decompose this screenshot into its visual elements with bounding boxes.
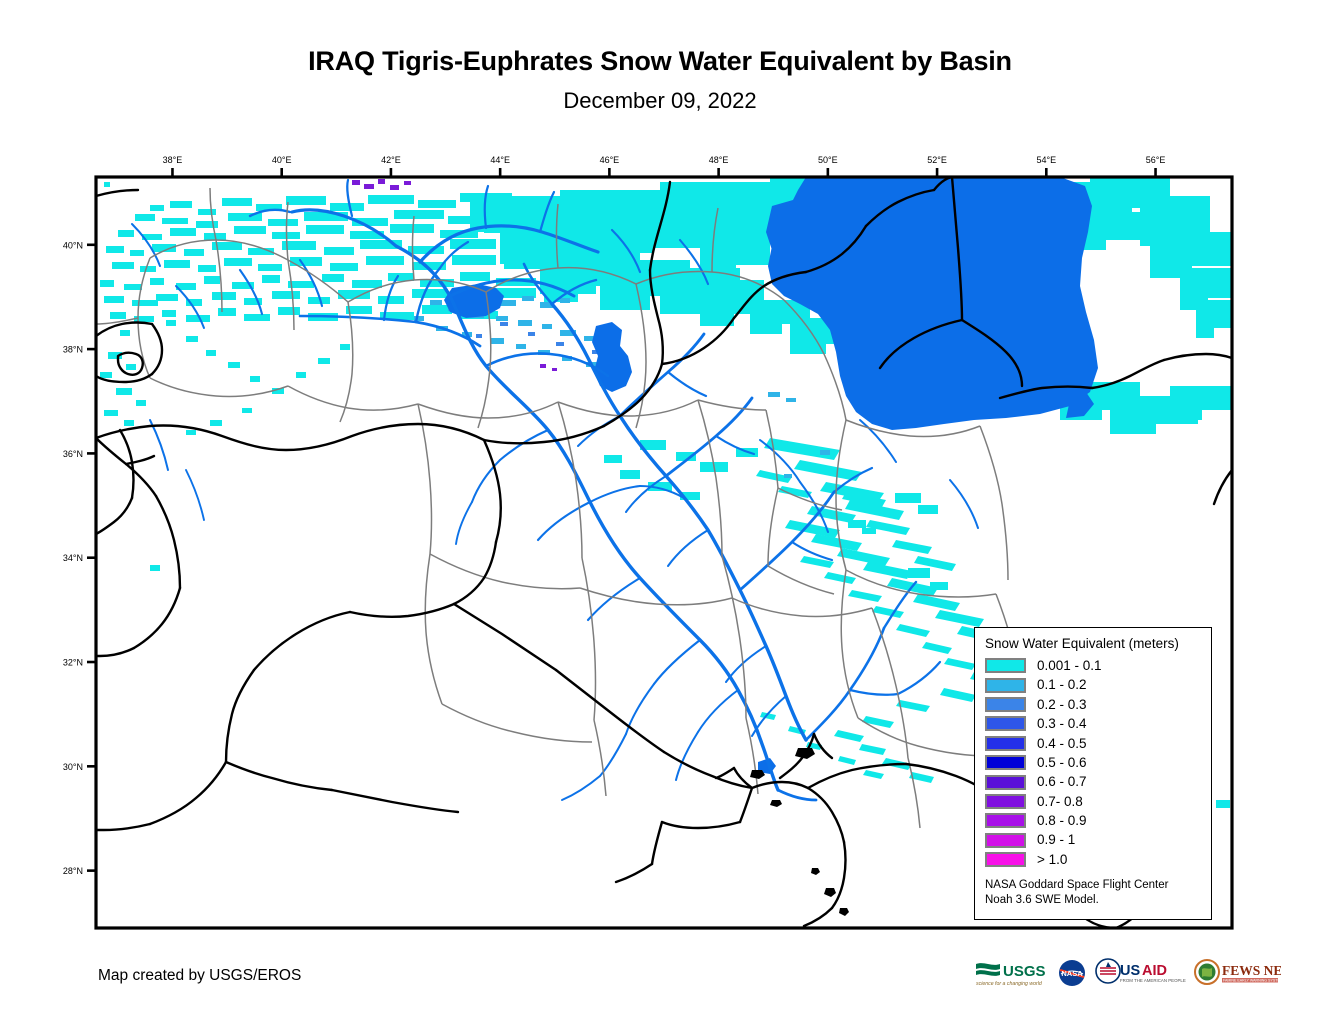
legend-swatch: [985, 658, 1026, 674]
legend-label: 0.4 - 0.5: [1037, 735, 1087, 751]
latitude-tick-label: 38°N: [63, 345, 83, 355]
basin-boundaries: [96, 187, 1019, 829]
legend-note-line: NASA Goddard Space Flight Center: [985, 879, 1169, 892]
longitude-tick-label: 42°E: [381, 155, 401, 165]
page-subtitle: December 09, 2022: [563, 88, 757, 113]
svg-text:FROM THE AMERICAN PEOPLE: FROM THE AMERICAN PEOPLE: [1120, 978, 1186, 983]
legend-swatch: [985, 677, 1026, 693]
longitude-tick-label: 40°E: [272, 155, 292, 165]
longitude-tick-label: 46°E: [600, 155, 620, 165]
svg-text:science for a changing world: science for a changing world: [976, 981, 1043, 987]
legend-entry: 0.5 - 0.6: [984, 753, 1211, 772]
legend-entry: 0.6 - 0.7: [984, 772, 1211, 791]
legend-label: 0.2 - 0.3: [1037, 696, 1087, 712]
svg-text:NASA: NASA: [1061, 969, 1083, 978]
latitude-tick-label: 32°N: [63, 658, 83, 668]
country-borders: [96, 177, 1232, 928]
latitude-tick-label: 36°N: [63, 449, 83, 459]
legend-swatch: [985, 813, 1026, 829]
svg-text:USGS: USGS: [1003, 963, 1046, 980]
legend-swatch: [985, 832, 1026, 848]
latitude-tick-label: 30°N: [63, 762, 83, 772]
snow-layer-class-1: [100, 178, 1232, 808]
longitude-tick-label: 44°E: [490, 155, 510, 165]
latitude-ticks: 40°N 38°N 36°N 34°N 32°N 30°N 28°N: [63, 240, 96, 876]
usgs-logo: USGS science for a changing world: [974, 958, 1050, 988]
legend-label: 0.5 - 0.6: [1037, 754, 1087, 770]
nasa-logo: NASA: [1057, 958, 1087, 988]
usaid-logo: US AID FROM THE AMERICAN PEOPLE: [1094, 958, 1186, 988]
legend-entry: 0.001 - 0.1: [984, 656, 1211, 675]
longitude-tick-label: 52°E: [927, 155, 947, 165]
gulf-islands: [750, 748, 849, 916]
legend-entry: > 1.0: [984, 850, 1211, 869]
latitude-tick-label: 28°N: [63, 866, 83, 876]
legend-label: 0.8 - 0.9: [1037, 813, 1087, 829]
legend-entry: 0.3 - 0.4: [984, 714, 1211, 733]
legend-swatch: [985, 793, 1026, 809]
legend-swatch: [985, 774, 1026, 790]
longitude-tick-label: 38°E: [163, 155, 183, 165]
legend-entry: 0.9 - 1: [984, 831, 1211, 850]
legend-label: 0.1 - 0.2: [1037, 677, 1087, 693]
legend-entry: 0.8 - 0.9: [984, 811, 1211, 830]
legend-entry: 0.7- 0.8: [984, 792, 1211, 811]
legend-entry: 0.2 - 0.3: [984, 695, 1211, 714]
water-bodies: [444, 177, 1098, 774]
snow-layer-class-2: [414, 288, 830, 478]
legend-label: 0.3 - 0.4: [1037, 716, 1087, 732]
snow-layer-class-high: [352, 179, 557, 371]
fews-net-logo: FEWS NET FAMINE EARLY WARNING SYSTEMS NE…: [1193, 958, 1281, 988]
page-title: IRAQ Tigris-Euphrates Snow Water Equival…: [308, 46, 1012, 76]
longitude-tick-label: 50°E: [818, 155, 838, 165]
legend-label: 0.6 - 0.7: [1037, 774, 1087, 790]
legend-swatch: [985, 755, 1026, 771]
map-frame: [94, 175, 1234, 930]
legend-swatch: [985, 735, 1026, 751]
legend-entry-list: 0.001 - 0.1 0.1 - 0.2 0.2 - 0.3 0.3 - 0.4 0.…: [984, 656, 1211, 869]
legend-swatch: [985, 696, 1026, 712]
svg-text:US: US: [1120, 963, 1140, 979]
longitude-tick-label: 54°E: [1036, 155, 1056, 165]
legend-entry: 0.4 - 0.5: [984, 734, 1211, 753]
legend-title: Snow Water Equivalent (meters): [985, 636, 1179, 651]
map-legend: Snow Water Equivalent (meters) 0.001 - 0…: [974, 627, 1212, 920]
legend-label: 0.001 - 0.1: [1037, 657, 1102, 673]
legend-entry: 0.1 - 0.2: [984, 675, 1211, 694]
legend-note-line: Noah 3.6 SWE Model.: [985, 893, 1099, 906]
legend-swatch: [985, 716, 1026, 732]
legend-label: 0.9 - 1: [1037, 832, 1076, 848]
longitude-ticks: 38°E 40°E 42°E 44°E 46°E 48°E 50°E 52°E 54°E 56°E: [163, 155, 1166, 177]
agency-logos: USGS science for a changing world NASA U…: [974, 956, 1281, 990]
svg-text:FAMINE EARLY WARNING SYSTEMS N: FAMINE EARLY WARNING SYSTEMS NETWORK: [1223, 979, 1281, 983]
map-credit: Map created by USGS/EROS: [98, 967, 302, 984]
longitude-tick-label: 56°E: [1146, 155, 1166, 165]
svg-text:AID: AID: [1142, 963, 1167, 979]
longitude-tick-label: 48°E: [709, 155, 729, 165]
legend-label: > 1.0: [1037, 851, 1068, 867]
latitude-tick-label: 40°N: [63, 240, 83, 250]
latitude-tick-label: 34°N: [63, 553, 83, 563]
legend-swatch: [985, 852, 1026, 868]
legend-label: 0.7- 0.8: [1037, 793, 1083, 809]
svg-text:FEWS NET: FEWS NET: [1222, 963, 1281, 978]
legend-source-note: NASA Goddard Space Flight Center Noah 3.6…: [985, 878, 1211, 907]
